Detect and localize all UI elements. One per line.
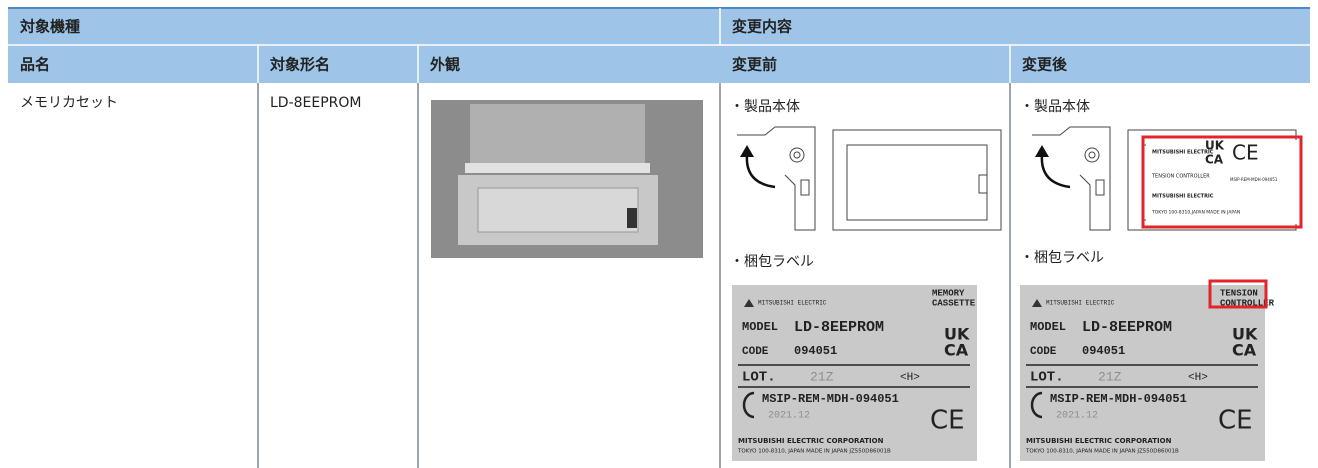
drawing-tab — [978, 174, 988, 194]
drawing-arrowhead — [1035, 145, 1049, 157]
drawing-hinge — [789, 147, 805, 163]
label-maker: MITSUBISHI ELECTRIC CORPORATION — [1026, 437, 1172, 445]
label-ukca: UK — [1232, 325, 1258, 344]
plate-ce: CE — [1232, 141, 1259, 165]
label-code: 094051 — [1082, 344, 1125, 358]
label-ce: CE — [1218, 406, 1253, 436]
cell-text: ・製品本体 — [1020, 99, 1090, 115]
drawing-hinge — [1084, 147, 1100, 163]
label-maker: MITSUBISHI ELECTRIC CORPORATION — [738, 437, 884, 445]
label-rev: <H> — [1188, 372, 1208, 384]
column-header: 変更前 — [732, 56, 777, 74]
nameplate-bg — [1146, 140, 1298, 224]
label-product: TENSION — [1220, 288, 1258, 298]
photo-contact — [627, 208, 637, 228]
label-model: LD-8EEPROM — [794, 319, 884, 336]
drawing-arrowhead — [740, 145, 754, 157]
plate-address: TOKYO 100-8310,JAPAN MADE IN JAPAN — [1151, 210, 1240, 216]
logo-mark — [1032, 299, 1042, 307]
label-date: 2021.12 — [1056, 411, 1098, 422]
column-header: 変更後 — [1022, 56, 1068, 74]
drawing-arrow — [745, 154, 776, 189]
kc-mark — [1030, 391, 1043, 419]
photo-bar — [465, 163, 650, 173]
label-key: CODE — [742, 346, 769, 358]
drawing-tab — [800, 179, 810, 196]
label-ukca: UK — [944, 325, 970, 344]
plate-logo: MITSUBISHI ELECTRIC — [1152, 150, 1214, 156]
label-product: CASSETTE — [932, 298, 976, 308]
logo-mark — [744, 299, 754, 307]
label-product: MEMORY — [932, 288, 965, 298]
label-rev: <H> — [900, 372, 920, 384]
cell-text: LD-8EEPROM — [270, 95, 362, 111]
drawing-bracket — [1032, 126, 1111, 231]
plate-ukca: CA — [1205, 153, 1224, 167]
plate-maker: MITSUBISHI ELECTRIC — [1152, 194, 1214, 200]
label-lot: 21Z — [1098, 369, 1122, 384]
cell-text: ・梱包ラベル — [1020, 250, 1104, 266]
cell-text: ・製品本体 — [730, 99, 800, 115]
drawing-tab — [1095, 179, 1105, 196]
label-ukca: CA — [944, 341, 969, 360]
drawing-hinge — [793, 151, 801, 159]
label-key: MODEL — [1030, 320, 1066, 334]
label-ukca: CA — [1232, 341, 1257, 360]
label-date: 2021.12 — [768, 411, 810, 422]
label-model: LD-8EEPROM — [1082, 319, 1172, 336]
label-logo: MITSUBISHI ELECTRIC — [1046, 300, 1115, 307]
cell-text: ・梱包ラベル — [730, 254, 814, 270]
label-key: CODE — [1030, 346, 1057, 358]
label-key: LOT. — [1030, 370, 1064, 386]
photo-slot — [477, 187, 639, 233]
plate-product: TENSION CONTROLLER — [1151, 174, 1210, 180]
cell-text: メモリカセット — [20, 95, 118, 111]
drawing-arrow — [1040, 154, 1071, 189]
column-header: 外観 — [429, 56, 460, 74]
label-logo: MITSUBISHI ELECTRIC — [758, 300, 827, 307]
drawing-hinge — [1088, 151, 1096, 159]
label-product: CONTROLLER — [1220, 298, 1275, 308]
drawing-bracket — [737, 126, 816, 231]
label-cert: MSIP-REM-MDH-094051 — [762, 392, 899, 406]
header-group: 変更内容 — [732, 18, 792, 36]
label-code: 094051 — [794, 344, 837, 358]
label-lot: 21Z — [810, 369, 834, 384]
label-key: MODEL — [742, 320, 778, 334]
drawing-case — [832, 129, 1002, 231]
drawing-case-inner — [846, 144, 988, 221]
label-address: TOKYO 100-8310, JAPAN MADE IN JAPAN JZ55… — [1025, 449, 1179, 455]
kc-mark — [742, 391, 755, 419]
label-ce: CE — [930, 406, 965, 436]
label-cert: MSIP-REM-MDH-094051 — [1050, 392, 1187, 406]
plate-ukca: UK — [1205, 139, 1225, 153]
header-group: 対象機種 — [19, 18, 80, 36]
photo-lid — [470, 104, 645, 172]
plate-cert: MSIP-REM-MDH-094051 — [1230, 177, 1278, 182]
column-header: 品名 — [20, 56, 50, 74]
package-label — [732, 285, 977, 461]
highlight-box — [1208, 279, 1268, 309]
highlight-box — [1141, 135, 1303, 229]
package-label — [1020, 285, 1265, 461]
label-address: TOKYO 100-8310, JAPAN MADE IN JAPAN JZ55… — [737, 449, 891, 455]
label-key: LOT. — [742, 370, 776, 386]
column-header: 対象形名 — [269, 56, 330, 74]
